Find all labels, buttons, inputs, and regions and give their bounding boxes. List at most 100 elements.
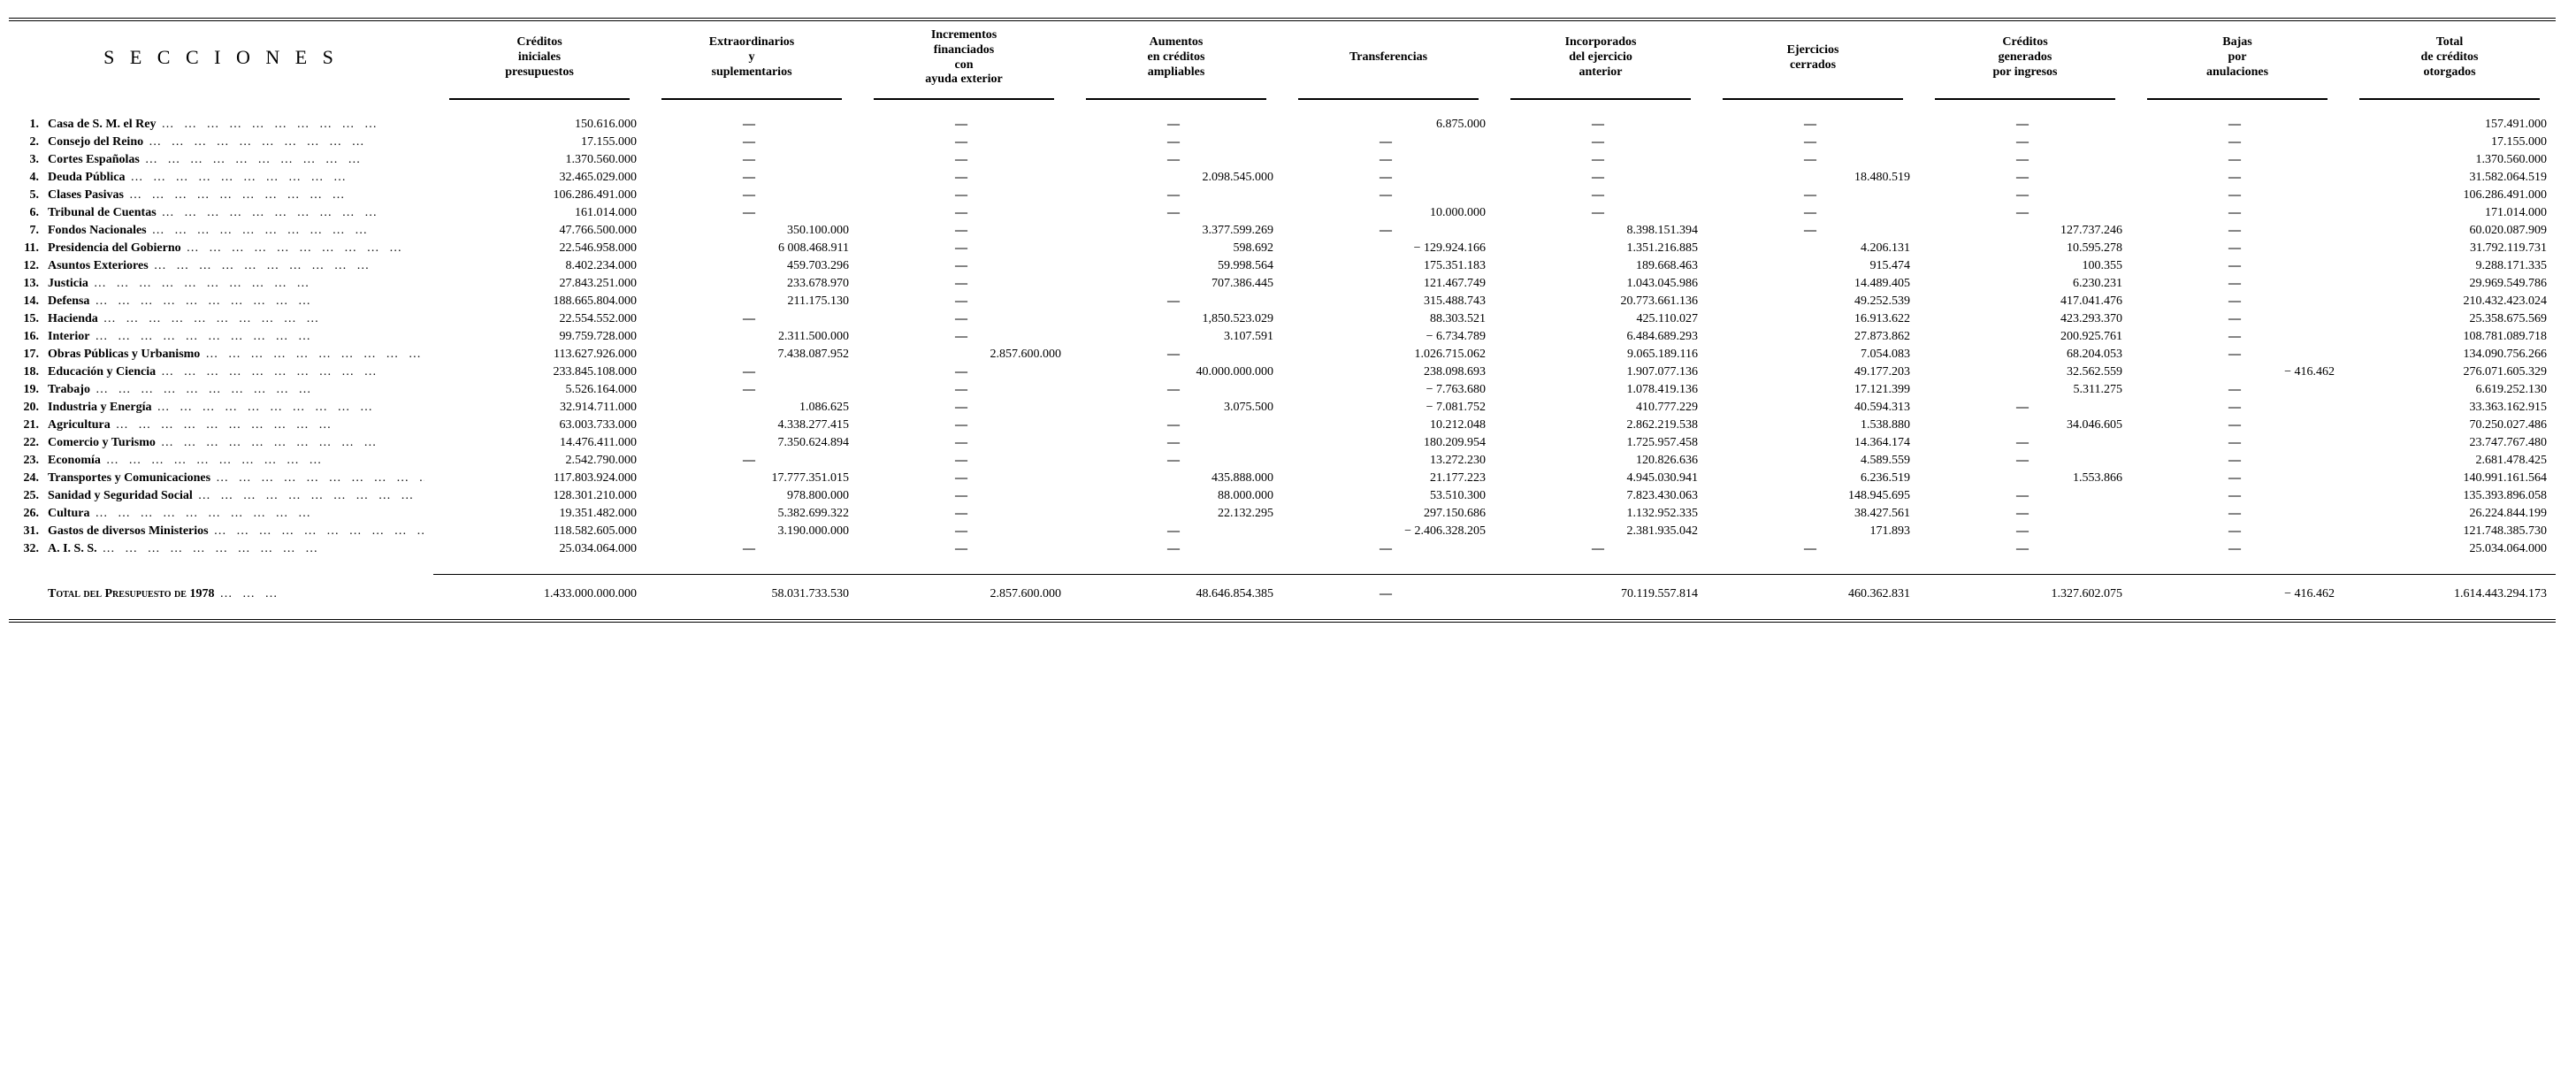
cell-c4: 598.692 xyxy=(1070,240,1282,257)
cell-c6: 7.823.430.063 xyxy=(1494,487,1707,505)
cell-c2: 5.382.699.322 xyxy=(646,505,858,523)
cell-c1: 63.003.733.000 xyxy=(433,417,646,434)
row-label: Hacienda… … … … … … … … … … xyxy=(44,310,433,328)
total-c3: 2.857.600.000 xyxy=(858,575,1070,604)
cell-c1: 32.465.029.000 xyxy=(433,169,646,187)
row-label: Gastos de diversos Ministerios… … … … … … xyxy=(44,523,433,540)
cell-c6: 6.484.689.293 xyxy=(1494,328,1707,346)
cell-c1: 233.845.108.000 xyxy=(433,363,646,381)
cell-c4: 59.998.564 xyxy=(1070,257,1282,275)
table-row: 31.Gastos de diversos Ministerios… … … …… xyxy=(9,523,2556,540)
cell-c5: — xyxy=(1282,169,1494,187)
cell-c4: — xyxy=(1070,417,1282,434)
cell-c6: 20.773.661.136 xyxy=(1494,293,1707,310)
cell-c9: — xyxy=(2131,540,2343,558)
table-row: 15.Hacienda… … … … … … … … … …22.554.552… xyxy=(9,310,2556,328)
cell-c3: — xyxy=(858,310,1070,328)
cell-c8: — xyxy=(1919,204,2131,222)
cell-c8: — xyxy=(1919,116,2131,134)
cell-c9: — xyxy=(2131,116,2343,134)
cell-c10: 1.370.560.000 xyxy=(2343,151,2556,169)
row-index: 21. xyxy=(9,417,44,434)
cell-c1: 25.034.064.000 xyxy=(433,540,646,558)
row-index: 32. xyxy=(9,540,44,558)
total-label: Total del Presupuesto de 1978 xyxy=(48,587,214,601)
cell-c7: 1.538.880 xyxy=(1707,417,1919,434)
row-label: Asuntos Exteriores… … … … … … … … … … xyxy=(44,257,433,275)
cell-c1: 19.351.482.000 xyxy=(433,505,646,523)
row-label: Economía… … … … … … … … … … xyxy=(44,452,433,470)
cell-c10: 121.748.385.730 xyxy=(2343,523,2556,540)
row-label: Cultura… … … … … … … … … … xyxy=(44,505,433,523)
cell-c1: 161.014.000 xyxy=(433,204,646,222)
row-index: 1. xyxy=(9,116,44,134)
cell-c2: 7.438.087.952 xyxy=(646,346,858,363)
cell-c10: 140.991.161.564 xyxy=(2343,470,2556,487)
row-label: Sanidad y Seguridad Social… … … … … … … … xyxy=(44,487,433,505)
row-label: Casa de S. M. el Rey… … … … … … … … … … xyxy=(44,116,433,134)
cell-c9: — xyxy=(2131,452,2343,470)
cell-c7: 14.364.174 xyxy=(1707,434,1919,452)
cell-c10: 108.781.089.718 xyxy=(2343,328,2556,346)
cell-c1: 128.301.210.000 xyxy=(433,487,646,505)
table-row: 26.Cultura… … … … … … … … … …19.351.482.… xyxy=(9,505,2556,523)
table-row: 14.Defensa… … … … … … … … … …188.665.804… xyxy=(9,293,2556,310)
cell-c10: 23.747.767.480 xyxy=(2343,434,2556,452)
total-c10: 1.614.443.294.173 xyxy=(2343,575,2556,604)
cell-c3: — xyxy=(858,257,1070,275)
cell-c1: 17.155.000 xyxy=(433,134,646,151)
cell-c9: — xyxy=(2131,381,2343,399)
table-row: 20.Industria y Energía… … … … … … … … … … xyxy=(9,399,2556,417)
cell-c5: 21.177.223 xyxy=(1282,470,1494,487)
col-c2: Extraordinariosysuplementarios xyxy=(646,19,858,91)
total-row: Total del Presupuesto de 1978 … … … 1.43… xyxy=(9,575,2556,604)
row-label: Deuda Pública… … … … … … … … … … xyxy=(44,169,433,187)
cell-c5: 88.303.521 xyxy=(1282,310,1494,328)
row-index: 16. xyxy=(9,328,44,346)
cell-c3: — xyxy=(858,381,1070,399)
cell-c7: — xyxy=(1707,151,1919,169)
cell-c6: 2.381.935.042 xyxy=(1494,523,1707,540)
cell-c1: 47.766.500.000 xyxy=(433,222,646,240)
table-row: 1.Casa de S. M. el Rey… … … … … … … … … … xyxy=(9,116,2556,134)
row-label: Interior… … … … … … … … … … xyxy=(44,328,433,346)
cell-c10: 210.432.423.024 xyxy=(2343,293,2556,310)
cell-c3: — xyxy=(858,222,1070,240)
cell-c6: 2.862.219.538 xyxy=(1494,417,1707,434)
table-row: 25.Sanidad y Seguridad Social… … … … … …… xyxy=(9,487,2556,505)
table-row: 3.Cortes Españolas… … … … … … … … … …1.3… xyxy=(9,151,2556,169)
cell-c2: 350.100.000 xyxy=(646,222,858,240)
cell-c2: — xyxy=(646,452,858,470)
cell-c5: − 2.406.328.205 xyxy=(1282,523,1494,540)
cell-c7: — xyxy=(1707,204,1919,222)
cell-c3: — xyxy=(858,470,1070,487)
table-row: 32.A. I. S. S.… … … … … … … … … …25.034.… xyxy=(9,540,2556,558)
row-index: 22. xyxy=(9,434,44,452)
cell-c1: 106.286.491.000 xyxy=(433,187,646,204)
cell-c10: 135.393.896.058 xyxy=(2343,487,2556,505)
row-label: Justicia… … … … … … … … … … xyxy=(44,275,433,293)
col-c10: Totalde créditosotorgados xyxy=(2343,19,2556,91)
cell-c7: 16.913.622 xyxy=(1707,310,1919,328)
cell-c8: 417.041.476 xyxy=(1919,293,2131,310)
cell-c9: — xyxy=(2131,257,2343,275)
table-header: S E C C I O N E S Créditosinicialespresu… xyxy=(9,19,2556,116)
row-label: Obras Públicas y Urbanismo… … … … … … … … xyxy=(44,346,433,363)
cell-c7: — xyxy=(1707,116,1919,134)
total-c4: 48.646.854.385 xyxy=(1070,575,1282,604)
total-c7: 460.362.831 xyxy=(1707,575,1919,604)
cell-c1: 14.476.411.000 xyxy=(433,434,646,452)
table-row: 4.Deuda Pública… … … … … … … … … …32.465… xyxy=(9,169,2556,187)
cell-c10: 9.288.171.335 xyxy=(2343,257,2556,275)
cell-c6: — xyxy=(1494,187,1707,204)
cell-c10: 25.034.064.000 xyxy=(2343,540,2556,558)
cell-c10: 29.969.549.786 xyxy=(2343,275,2556,293)
cell-c8: 5.311.275 xyxy=(1919,381,2131,399)
row-index: 24. xyxy=(9,470,44,487)
cell-c3: — xyxy=(858,487,1070,505)
cell-c3: — xyxy=(858,505,1070,523)
cell-c9: — xyxy=(2131,470,2343,487)
row-index: 26. xyxy=(9,505,44,523)
row-index: 20. xyxy=(9,399,44,417)
cell-c5: 10.212.048 xyxy=(1282,417,1494,434)
